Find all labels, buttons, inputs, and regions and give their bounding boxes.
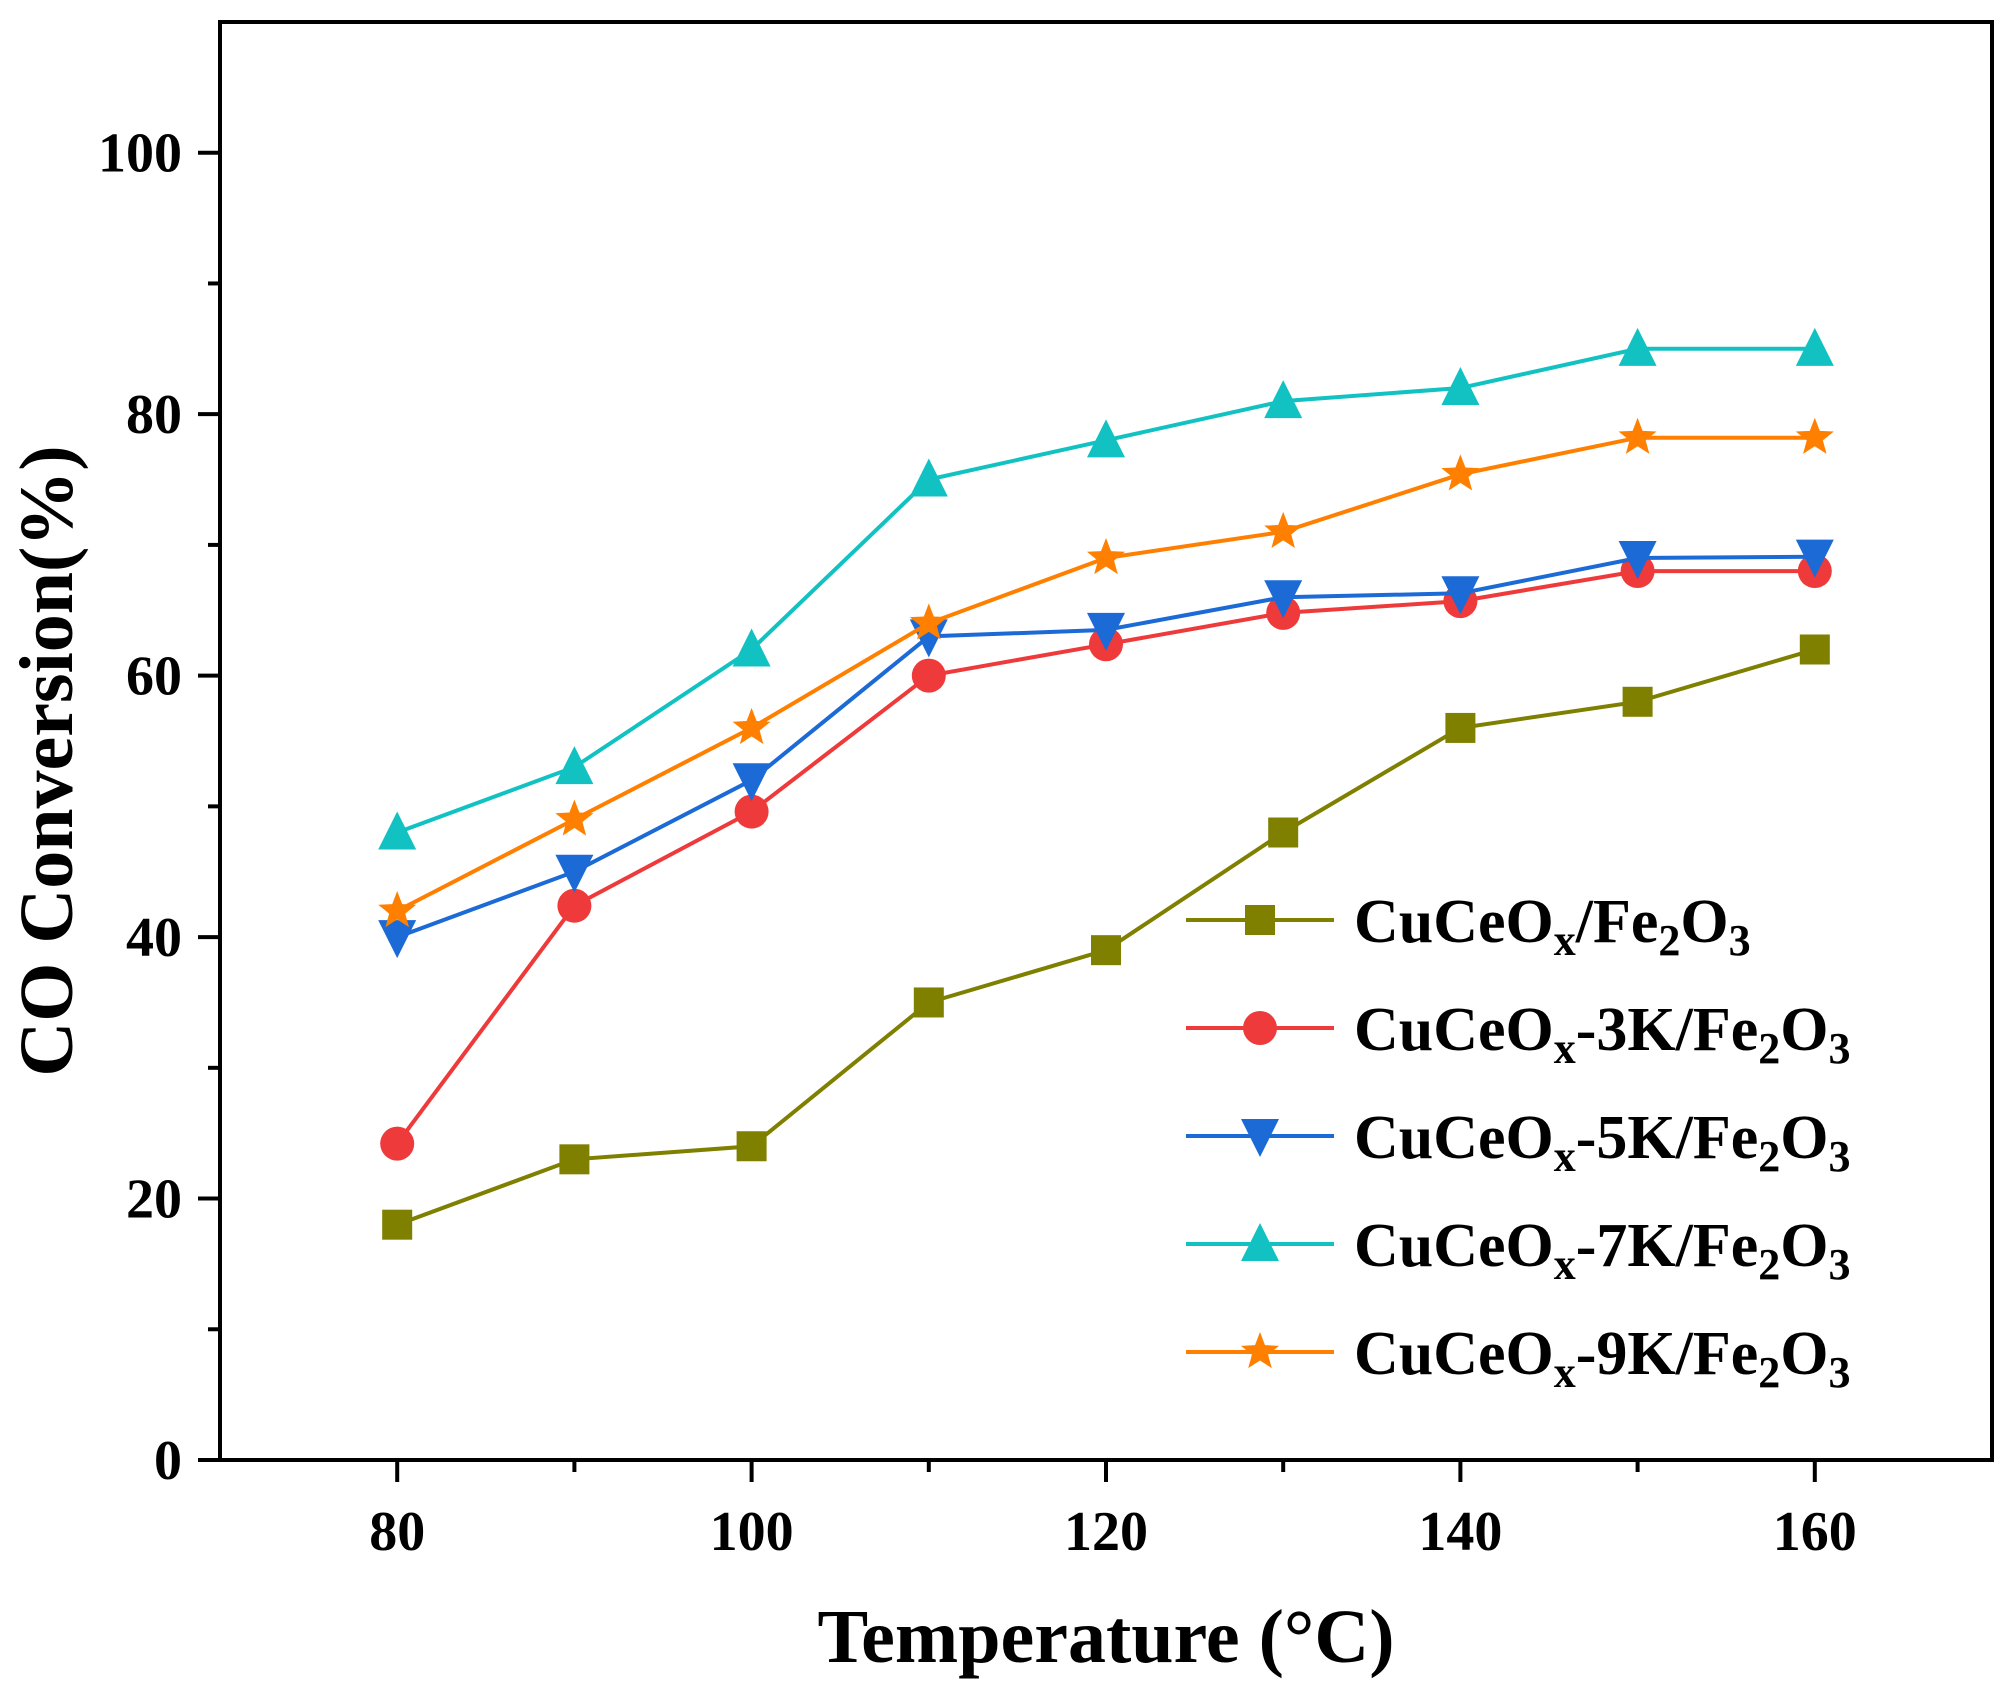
data-point [1441, 576, 1480, 615]
data-point [909, 458, 948, 497]
legend-label: CuCeOx-3K/Fe2O3 [1354, 996, 1851, 1073]
legend-label: CuCeOx-9K/Fe2O3 [1354, 1320, 1851, 1397]
data-point [732, 763, 771, 802]
data-point [1264, 380, 1303, 419]
legend-marker [1241, 1223, 1279, 1261]
legend-label: CuCeOx/Fe2O3 [1354, 888, 1751, 965]
data-point [732, 707, 771, 745]
legend-entry-2: CuCeOx-3K/Fe2O3 [1186, 996, 1851, 1073]
data-point [734, 794, 769, 829]
series-3 [378, 539, 1834, 959]
data-point [732, 628, 771, 667]
data-point [1441, 454, 1480, 491]
x-axis-title: Temperature (°C) [817, 1595, 1394, 1679]
x-tick-label: 160 [1773, 1501, 1857, 1563]
data-point [559, 1144, 590, 1175]
y-tick-label: 0 [154, 1430, 182, 1492]
x-tick-label: 140 [1418, 1501, 1502, 1563]
data-point [1795, 539, 1834, 578]
series-1 [382, 634, 1830, 1240]
data-point [913, 987, 944, 1018]
data-point [909, 603, 948, 640]
data-point [1264, 580, 1303, 619]
data-point [1799, 634, 1830, 665]
data-point [1622, 686, 1653, 717]
y-tick-label: 20 [126, 1169, 182, 1231]
data-point [1441, 367, 1480, 406]
legend-label: CuCeOx-7K/Fe2O3 [1354, 1212, 1851, 1289]
data-point [911, 658, 946, 693]
legend-marker [1245, 905, 1275, 935]
series-4 [378, 327, 1834, 850]
y-tick-label: 100 [98, 123, 182, 185]
legend: CuCeOx/Fe2O3 CuCeOx-3K/Fe2O3 CuCeOx-5K/Fe2… [1186, 888, 1851, 1397]
data-point [1445, 712, 1476, 743]
data-point [1618, 540, 1657, 579]
series-line [396, 435, 1815, 913]
legend-entry-4: CuCeOx-7K/Fe2O3 [1186, 1212, 1851, 1289]
data-point [1618, 327, 1657, 366]
legend-marker [1240, 1332, 1280, 1369]
data-point [1087, 419, 1125, 458]
data-point [1087, 612, 1125, 651]
legend-entry-5: CuCeOx-9K/Fe2O3 [1186, 1320, 1851, 1397]
data-point [378, 920, 417, 959]
data-point [555, 854, 594, 893]
plot-area [378, 327, 1834, 1240]
data-point [1618, 417, 1657, 454]
y-tick-label: 80 [126, 384, 182, 446]
data-point [1264, 511, 1303, 549]
data-point [557, 888, 592, 923]
data-point [736, 1131, 767, 1162]
legend-entry-3: CuCeOx-5K/Fe2O3 [1186, 1104, 1851, 1181]
data-point [380, 1126, 415, 1161]
data-point [378, 811, 417, 850]
x-tick-label: 120 [1064, 1501, 1148, 1563]
legend-label: CuCeOx-5K/Fe2O3 [1354, 1104, 1851, 1181]
legend-marker [1243, 1011, 1277, 1045]
data-point [1795, 417, 1834, 454]
x-tick-label: 80 [369, 1501, 425, 1563]
data-point [555, 746, 594, 785]
axes: 80 100 120 140 160 0 20 40 60 80 100 Temperature (°… [5, 20, 1994, 1679]
data-point [1795, 327, 1834, 366]
data-point [1091, 935, 1121, 966]
y-tick-label: 60 [126, 646, 182, 708]
data-point [1268, 817, 1299, 848]
data-point [382, 1209, 413, 1240]
y-tick-label: 40 [126, 907, 182, 969]
legend-marker [1241, 1119, 1279, 1157]
data-point [378, 890, 417, 928]
y-axis-title: CO Conversion(%) [5, 445, 89, 1076]
series-5 [378, 417, 1834, 928]
data-point [555, 799, 594, 836]
data-point [1086, 537, 1126, 575]
legend-entry-1: CuCeOx/Fe2O3 [1186, 888, 1751, 965]
x-tick-label: 100 [710, 1501, 794, 1563]
